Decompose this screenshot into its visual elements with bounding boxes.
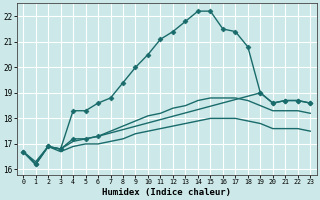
X-axis label: Humidex (Indice chaleur): Humidex (Indice chaleur) — [102, 188, 231, 197]
